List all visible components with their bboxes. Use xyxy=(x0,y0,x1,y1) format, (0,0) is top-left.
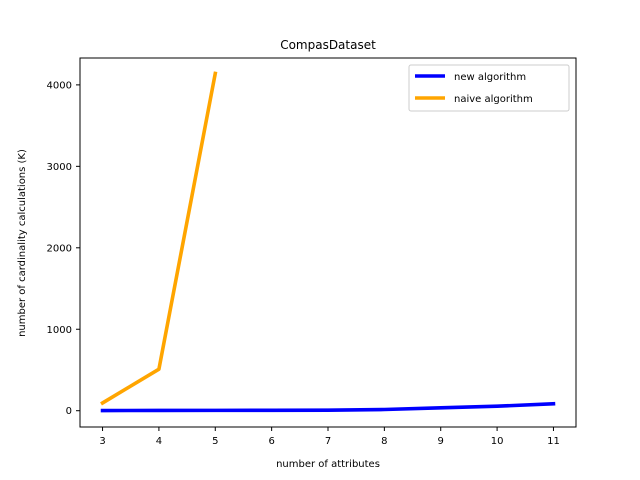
chart-title: CompasDataset xyxy=(280,38,376,52)
y-tick-label: 3000 xyxy=(47,162,72,173)
series-line-1 xyxy=(100,71,218,406)
series-line-0 xyxy=(100,401,556,413)
y-tick-label: 2000 xyxy=(47,243,72,254)
x-tick-label: 10 xyxy=(491,436,504,447)
y-tick-label: 1000 xyxy=(47,325,72,336)
legend-label-1: naive algorithm xyxy=(454,94,533,105)
x-tick-label: 8 xyxy=(381,436,387,447)
y-axis-label: number of cardinality calculations (K) xyxy=(17,149,28,337)
x-tick-label: 3 xyxy=(99,436,105,447)
legend-label-0: new algorithm xyxy=(454,72,526,83)
x-tick-label: 6 xyxy=(268,436,274,447)
legend: new algorithm naive algorithm xyxy=(408,64,570,112)
y-tick-label: 0 xyxy=(66,406,72,417)
legend-box xyxy=(408,64,570,112)
x-tick-label: 5 xyxy=(212,436,218,447)
x-axis: 3 4 5 6 7 8 9 10 11 xyxy=(99,427,560,447)
x-tick-label: 7 xyxy=(325,436,331,447)
y-axis: 0 1000 2000 3000 4000 xyxy=(47,80,80,417)
x-tick-label: 9 xyxy=(438,436,444,447)
y-tick-label: 4000 xyxy=(47,80,72,91)
x-tick-label: 11 xyxy=(547,436,560,447)
x-axis-label: number of attributes xyxy=(276,459,380,470)
x-tick-label: 4 xyxy=(156,436,162,447)
